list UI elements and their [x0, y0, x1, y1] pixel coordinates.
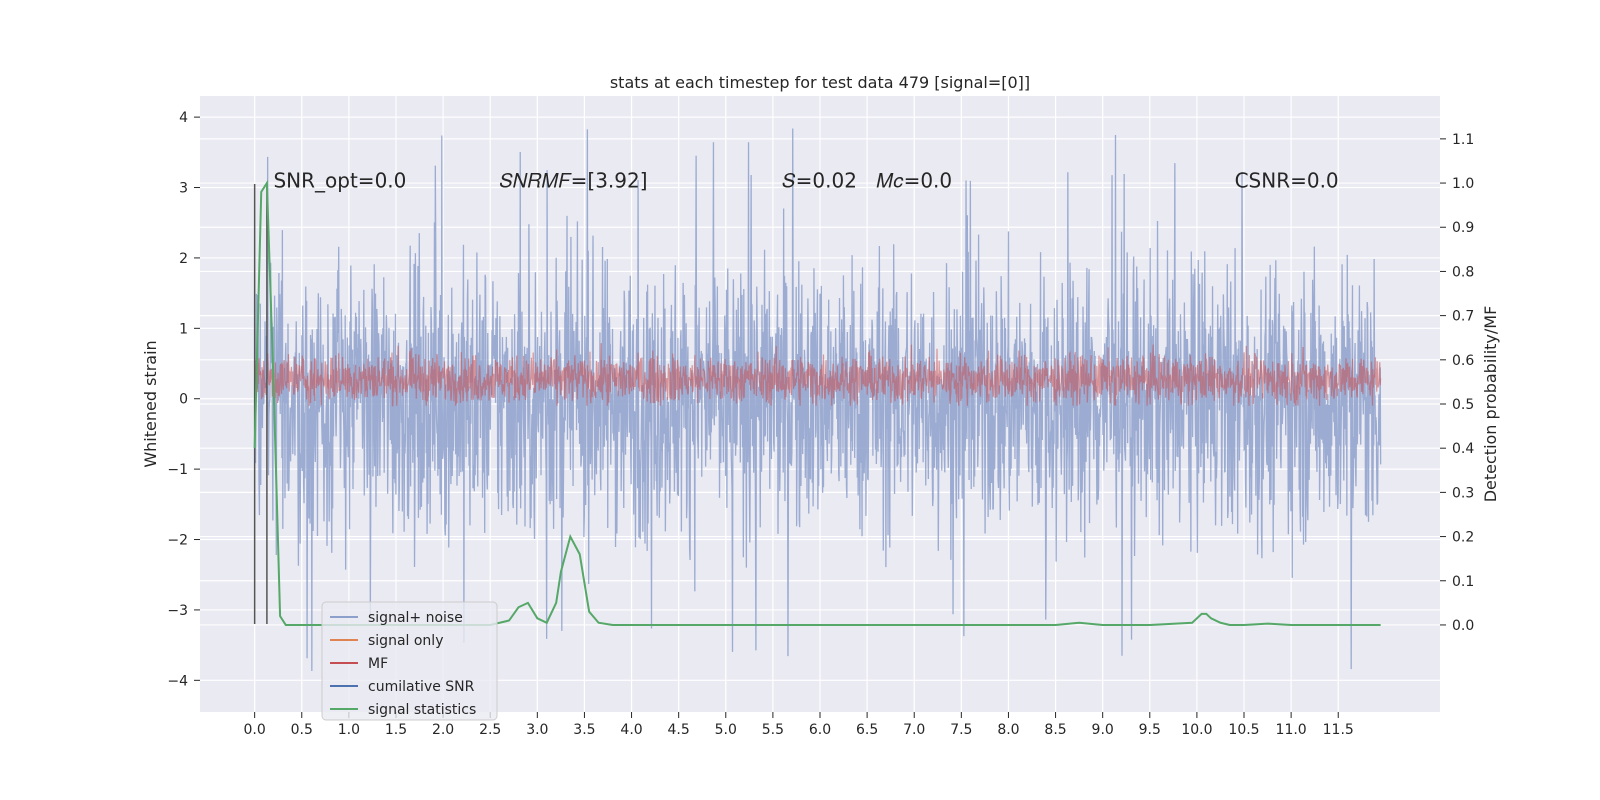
y2-tick-label: 0.6	[1452, 353, 1474, 369]
x-tick-label: 10.5	[1228, 722, 1259, 738]
x-axis: 0.0 0.5 1.0 1.5 2.0 2.5 3.0 3.5 4.0 4.5 5.0 5.5 6.0 6…	[244, 712, 1354, 738]
x-tick-label: 2.5	[479, 722, 501, 738]
y2-tick-label: 0.5	[1452, 397, 1474, 413]
x-tick-label: 5.0	[715, 722, 737, 738]
y2-tick-label: 0.8	[1452, 264, 1474, 280]
y2-tick-label: 0.3	[1452, 485, 1474, 501]
x-tick-label: 0.5	[291, 722, 313, 738]
annotation: 𝑀𝑐=0.0	[877, 168, 953, 192]
x-tick-label: 6.5	[856, 722, 878, 738]
vertical-markers	[253, 184, 268, 624]
x-tick-label: 6.0	[809, 722, 831, 738]
x-tick-label: 7.0	[903, 722, 925, 738]
x-tick-label: 11.0	[1276, 722, 1307, 738]
y2-tick-label: 0.7	[1452, 309, 1474, 325]
mf-line	[254, 343, 1382, 407]
legend-label: cumilative SNR	[368, 679, 475, 695]
x-tick-label: 3.0	[526, 722, 548, 738]
mf-series	[254, 343, 1382, 407]
y-tick-label: 0	[179, 392, 188, 408]
y2-tick-label: 0.2	[1452, 530, 1474, 546]
x-tick-label: 9.5	[1139, 722, 1161, 738]
y-tick-label: −4	[167, 673, 188, 689]
y2-tick-label: 1.1	[1452, 132, 1474, 148]
annotations: SNR_opt=0.0 𝑆𝑁𝑅𝑀𝐹=[3.92] 𝑆=0.02 𝑀𝑐=0.0 CSNR=…	[273, 168, 1338, 192]
x-tick-label: 9.0	[1092, 722, 1114, 738]
annotation: 𝑆𝑁𝑅𝑀𝐹=[3.92]	[500, 168, 648, 192]
y-tick-label: 2	[179, 251, 188, 267]
signal-noise-series	[254, 128, 1382, 671]
x-tick-label: 1.5	[385, 722, 407, 738]
y-tick-label: −3	[167, 603, 188, 619]
x-tick-label: 0.0	[244, 722, 266, 738]
x-tick-label: 8.0	[997, 722, 1019, 738]
y-tick-label: 4	[179, 110, 188, 126]
x-tick-label: 8.5	[1044, 722, 1066, 738]
legend-box	[321, 601, 498, 721]
legend-label: signal statistics	[368, 702, 476, 718]
y2-tick-label: 1.0	[1452, 176, 1474, 192]
x-tick-label: 5.5	[762, 722, 784, 738]
y-axis-label: Whitened strain	[141, 340, 160, 467]
chart-title: stats at each timestep for test data 479…	[610, 73, 1030, 92]
y2-tick-label: 0.0	[1452, 618, 1474, 634]
signal-noise-line	[254, 128, 1382, 671]
annotation: CSNR=0.0	[1235, 168, 1339, 192]
y2-tick-label: 0.9	[1452, 220, 1474, 236]
x-tick-label: 4.5	[668, 722, 690, 738]
y2-tick-label: 0.1	[1452, 574, 1474, 590]
legend-label: MF	[368, 656, 388, 672]
y-tick-label: 3	[179, 181, 188, 197]
y-axis-left: −4 −3 −2 −1 0 1 2 3 4	[167, 110, 200, 689]
x-tick-label: 2.0	[432, 722, 454, 738]
y-tick-label: 1	[179, 321, 188, 337]
legend-label: signal only	[368, 633, 443, 649]
x-tick-label: 4.0	[620, 722, 642, 738]
y-axis-right: 0.0 0.1 0.2 0.3 0.4 0.5 0.6 0.7 0.8 0.9 1.0 1.1	[1440, 132, 1474, 634]
y2-tick-label: 0.4	[1452, 441, 1474, 457]
y-tick-label: −1	[167, 462, 188, 478]
y-tick-label: −2	[167, 533, 188, 549]
x-tick-label: 7.5	[950, 722, 972, 738]
y2-axis-label: Detection probability/MF	[1481, 306, 1500, 503]
legend: signal+ noise signal only MF cumilative SNR…	[321, 601, 498, 721]
annotation: 𝑆=0.02	[782, 168, 857, 192]
x-tick-label: 11.5	[1323, 722, 1354, 738]
x-tick-label: 10.0	[1181, 722, 1212, 738]
x-tick-label: 3.5	[573, 722, 595, 738]
legend-label: signal+ noise	[368, 610, 463, 626]
x-tick-label: 1.0	[338, 722, 360, 738]
annotation: SNR_opt=0.0	[273, 168, 406, 192]
